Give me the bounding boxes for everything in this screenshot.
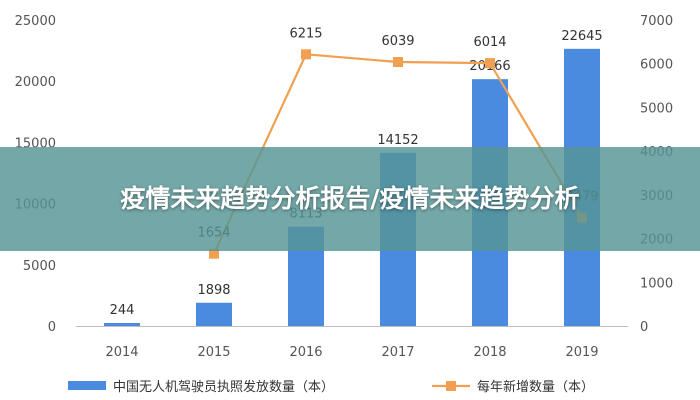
- x-tick-label: 2018: [473, 345, 506, 360]
- line-point: [393, 57, 403, 68]
- title-banner: 疫情未来趋势分析报告/疫情未来趋势分析: [0, 147, 700, 251]
- line-data-label: 6215: [289, 26, 322, 41]
- legend: 中国无人机驾驶员执照发放数量（本） 每年新增数量（本）: [68, 379, 594, 395]
- bar-data-label: 22645: [561, 29, 602, 44]
- left-tick-label: 0: [48, 320, 56, 335]
- right-tick-label: 5000: [640, 101, 673, 116]
- left-tick-label: 20000: [15, 75, 56, 90]
- bar: [196, 302, 232, 326]
- left-tick-label: 5000: [23, 259, 56, 274]
- right-tick-label: 7000: [640, 14, 673, 29]
- bar: [104, 323, 140, 326]
- bar-data-label: 14152: [377, 133, 418, 148]
- legend-bar-swatch: [68, 381, 106, 390]
- right-tick-label: 6000: [640, 58, 673, 73]
- x-tick-label: 2015: [197, 345, 230, 360]
- banner-title: 疫情未来趋势分析报告/疫情未来趋势分析: [120, 184, 580, 213]
- x-tick-label: 2017: [381, 345, 414, 360]
- x-tick-label: 2019: [565, 345, 598, 360]
- legend-line-label: 每年新增数量（本）: [477, 379, 594, 395]
- right-tick-label: 0: [640, 320, 648, 335]
- x-axis-ticks: 2014 2015 2016 2017 2018 2019: [105, 345, 598, 360]
- bar-data-label: 244: [110, 303, 135, 318]
- line-data-label: 6039: [381, 34, 414, 49]
- line-point: [485, 58, 495, 69]
- line-point: [209, 248, 219, 259]
- legend-line-marker: [446, 381, 456, 391]
- bar-data-label: 1898: [197, 283, 230, 298]
- line-data-label: 6014: [473, 35, 506, 50]
- left-tick-label: 25000: [15, 14, 56, 29]
- right-tick-label: 1000: [640, 276, 673, 291]
- legend-bar-label: 中国无人机驾驶员执照发放数量（本）: [113, 379, 334, 395]
- line-point: [301, 49, 311, 60]
- x-tick-label: 2016: [289, 345, 322, 360]
- x-tick-label: 2014: [105, 345, 138, 360]
